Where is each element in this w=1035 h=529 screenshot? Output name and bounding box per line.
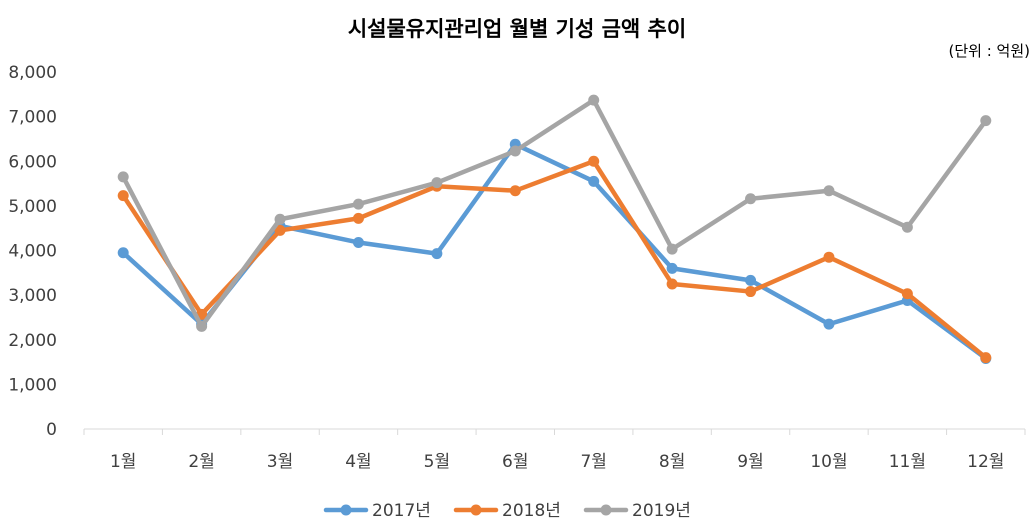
legend-item: 2018년 bbox=[453, 501, 561, 521]
data-point bbox=[117, 171, 129, 183]
data-point bbox=[901, 288, 913, 300]
series-2019년 bbox=[117, 94, 992, 332]
x-tick-label: 3월 bbox=[267, 452, 293, 472]
series-layer bbox=[117, 94, 992, 364]
x-tick-label: 5월 bbox=[424, 452, 450, 472]
data-point bbox=[196, 320, 208, 332]
x-axis-ticks: 1월 2월 3월 4월 5월 6월 7월 8월 9월 10월 11월 12월 bbox=[83, 429, 1026, 472]
x-tick-label: 6월 bbox=[502, 452, 528, 472]
x-tick-label: 10월 bbox=[810, 452, 847, 472]
legend-label: 2018년 bbox=[502, 501, 561, 521]
y-tick-label: 3,000 bbox=[8, 286, 57, 306]
x-tick-label: 4월 bbox=[345, 452, 371, 472]
data-point bbox=[274, 224, 286, 236]
x-tick-label: 11월 bbox=[889, 452, 926, 472]
data-point bbox=[117, 247, 129, 259]
y-axis-ticks: 0 1,000 2,000 3,000 4,000 5,000 6,000 7,000 8,00… bbox=[8, 63, 57, 440]
data-point bbox=[588, 175, 600, 187]
data-point bbox=[431, 177, 443, 189]
data-point bbox=[274, 213, 286, 225]
data-point bbox=[980, 115, 992, 127]
chart-title: 시설물유지관리업 월별 기성 금액 추이 bbox=[348, 17, 686, 41]
data-point bbox=[509, 145, 521, 157]
data-point bbox=[980, 352, 992, 364]
data-point bbox=[352, 212, 364, 224]
data-point bbox=[666, 278, 678, 290]
x-tick-label: 9월 bbox=[737, 452, 763, 472]
data-point bbox=[666, 243, 678, 255]
data-point bbox=[745, 274, 757, 286]
unit-note: (단위 : 억원) bbox=[949, 42, 1031, 60]
legend-swatch-marker bbox=[600, 504, 612, 516]
y-tick-label: 0 bbox=[46, 420, 57, 440]
legend-item: 2017년 bbox=[323, 501, 431, 521]
data-point bbox=[588, 155, 600, 167]
series-2018년 bbox=[117, 155, 992, 364]
data-point bbox=[901, 221, 913, 233]
y-tick-label: 8,000 bbox=[8, 63, 57, 83]
x-tick-label: 2월 bbox=[188, 452, 214, 472]
data-point bbox=[666, 262, 678, 274]
data-point bbox=[509, 185, 521, 197]
y-tick-label: 4,000 bbox=[8, 242, 57, 262]
x-tick-label: 12월 bbox=[967, 452, 1004, 472]
x-tick-label: 1월 bbox=[110, 452, 136, 472]
data-point bbox=[588, 94, 600, 106]
data-point bbox=[823, 251, 835, 263]
y-tick-label: 7,000 bbox=[8, 108, 57, 128]
data-point bbox=[352, 236, 364, 248]
series-2017년 bbox=[117, 138, 992, 364]
legend-label: 2017년 bbox=[372, 501, 431, 521]
y-tick-label: 1,000 bbox=[8, 375, 57, 395]
legend-label: 2019년 bbox=[632, 501, 691, 521]
legend-item: 2019년 bbox=[583, 501, 691, 521]
x-tick-label: 8월 bbox=[659, 452, 685, 472]
data-point bbox=[745, 193, 757, 205]
y-tick-label: 6,000 bbox=[8, 152, 57, 172]
data-point bbox=[352, 198, 364, 210]
data-point bbox=[823, 185, 835, 197]
legend-swatch-marker bbox=[470, 504, 482, 516]
data-point bbox=[117, 190, 129, 202]
legend-swatch-marker bbox=[340, 504, 352, 516]
data-point bbox=[431, 248, 443, 260]
data-point bbox=[745, 286, 757, 298]
y-tick-label: 2,000 bbox=[8, 331, 57, 351]
series-line bbox=[120, 159, 989, 360]
legend: 2017년 2018년 2019년 bbox=[323, 501, 691, 521]
x-tick-label: 7월 bbox=[580, 452, 606, 472]
data-point bbox=[823, 318, 835, 330]
series-line bbox=[120, 97, 989, 329]
y-tick-label: 5,000 bbox=[8, 197, 57, 217]
